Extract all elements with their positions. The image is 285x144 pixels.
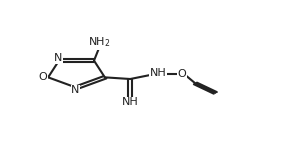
Text: O: O <box>38 72 47 82</box>
Text: N: N <box>54 53 62 63</box>
Text: NH: NH <box>150 68 167 78</box>
Text: NH$_2$: NH$_2$ <box>88 35 111 49</box>
Text: N: N <box>71 85 80 95</box>
Text: O: O <box>178 69 186 79</box>
Text: NH: NH <box>122 97 139 107</box>
